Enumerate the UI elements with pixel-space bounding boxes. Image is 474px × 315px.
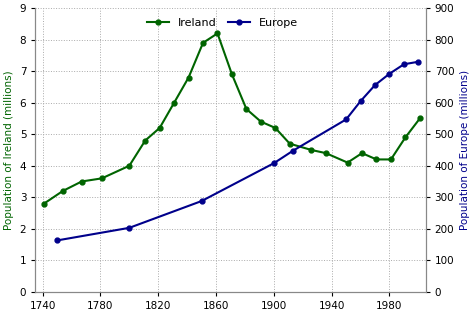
Ireland bbox=[388, 158, 394, 161]
Legend: Ireland, Europe: Ireland, Europe bbox=[143, 14, 303, 33]
Ireland bbox=[186, 76, 191, 79]
Ireland bbox=[345, 161, 350, 164]
Europe bbox=[372, 83, 378, 87]
Ireland bbox=[417, 117, 423, 120]
Europe bbox=[401, 62, 407, 66]
Ireland bbox=[309, 148, 314, 152]
Ireland bbox=[215, 32, 220, 35]
Line: Ireland: Ireland bbox=[42, 31, 422, 206]
Ireland bbox=[287, 142, 292, 146]
Line: Europe: Europe bbox=[55, 59, 421, 243]
Europe bbox=[416, 60, 421, 64]
Ireland bbox=[374, 158, 379, 161]
Ireland bbox=[323, 151, 329, 155]
Ireland bbox=[157, 126, 163, 130]
Y-axis label: Population of Europe (millions): Population of Europe (millions) bbox=[460, 70, 470, 230]
Ireland bbox=[359, 151, 365, 155]
Ireland bbox=[258, 120, 264, 123]
Europe bbox=[387, 72, 392, 76]
Europe bbox=[343, 117, 349, 121]
Ireland bbox=[200, 41, 206, 45]
Europe bbox=[358, 99, 364, 103]
Ireland bbox=[99, 176, 105, 180]
Europe bbox=[54, 238, 60, 242]
Ireland bbox=[79, 180, 84, 183]
Ireland bbox=[273, 126, 278, 130]
Ireland bbox=[41, 202, 47, 205]
Ireland bbox=[127, 164, 132, 168]
Europe bbox=[271, 161, 277, 165]
Ireland bbox=[60, 189, 66, 193]
Europe bbox=[199, 199, 204, 203]
Europe bbox=[290, 149, 295, 153]
Ireland bbox=[229, 72, 235, 76]
Ireland bbox=[171, 101, 177, 105]
Ireland bbox=[244, 107, 249, 111]
Y-axis label: Population of Ireland (millions): Population of Ireland (millions) bbox=[4, 70, 14, 230]
Ireland bbox=[142, 139, 148, 142]
Ireland bbox=[402, 135, 408, 139]
Europe bbox=[127, 226, 132, 230]
